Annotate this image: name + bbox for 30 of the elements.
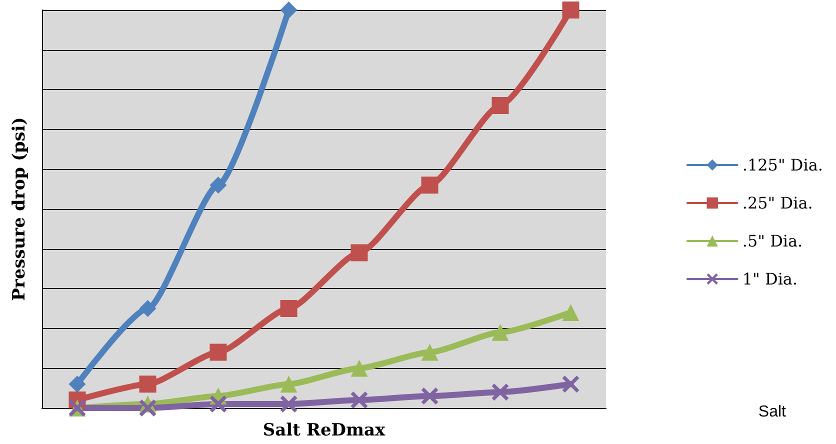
point [421,344,438,361]
point [421,176,438,194]
point [280,376,298,393]
text: Salt [758,404,787,420]
point [68,376,86,393]
point [210,396,227,413]
y-axis-title: Pressure drop (psi) [10,117,30,301]
point [492,384,509,401]
point [139,400,156,416]
point [139,376,156,393]
legend-label: .5" Dia. [742,232,803,250]
point [280,396,298,413]
point [280,2,298,18]
point [350,360,368,377]
point [492,324,509,341]
point [562,2,580,18]
point [492,97,509,114]
point [210,176,227,194]
legend-label: .125" Dia. [742,156,823,174]
point [280,300,298,317]
legend-label: .25" Dia. [742,194,813,212]
point [562,304,580,321]
point [210,344,227,361]
point [139,300,156,317]
point [350,244,368,262]
point [350,392,368,409]
point [562,376,580,393]
point [421,388,438,405]
x-axis-title: Salt ReDmax [262,420,386,440]
legend-label: 1" Dia. [742,270,798,288]
